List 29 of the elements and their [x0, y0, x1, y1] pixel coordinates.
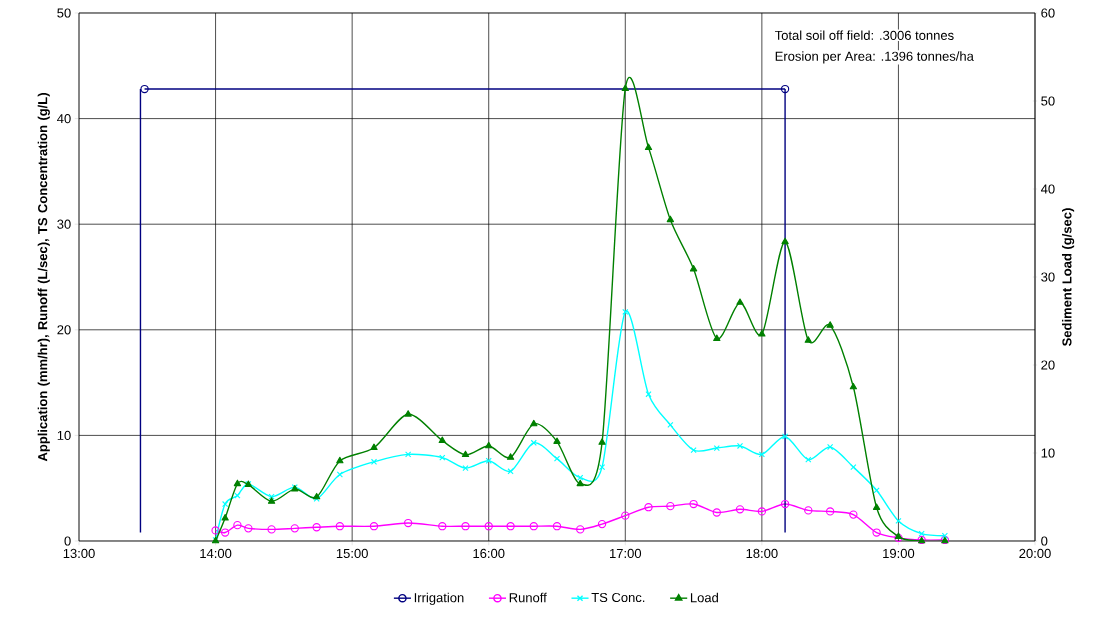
y2-tick-label: 0 — [1041, 536, 1048, 546]
x-tick-label: 15:00 — [336, 548, 368, 558]
y-tick-label: 10 — [57, 430, 71, 440]
legend-label: Runoff — [509, 592, 547, 603]
legend-label: Irrigation — [414, 592, 464, 605]
y-tick-label: 40 — [57, 113, 71, 124]
x-tick-label: 18:00 — [746, 548, 778, 558]
x-tick-label: 13:00 — [63, 548, 95, 558]
y-tick-label: 30 — [57, 219, 71, 229]
y2-tick-label: 60 — [1041, 8, 1055, 18]
y-tick-label: 0 — [64, 536, 71, 546]
x-tick-label: 17:00 — [610, 548, 642, 558]
y-axis-title: Application (mm/hr), Runoff (L/sec), TS Concentration (g/L) — [37, 93, 50, 462]
annotation: Erosion per Area: .1396 tonnes/ha — [775, 51, 974, 64]
legend-label: Load — [690, 592, 718, 603]
x-tick-label: 14:00 — [200, 548, 232, 558]
y2-tick-label: 10 — [1041, 448, 1055, 458]
y2-axis-title: Sediment Load (g/sec) — [1062, 208, 1075, 346]
x-tick-label: 20:00 — [1019, 548, 1051, 558]
legend-label: TS Conc. — [591, 592, 645, 603]
x-tick-label: 16:00 — [473, 548, 505, 558]
y2-tick-label: 20 — [1041, 360, 1055, 370]
x-tick-label: 19:00 — [883, 548, 915, 558]
y2-tick-label: 40 — [1040, 184, 1055, 194]
annotation: Total soil off field: .3006 tonnes — [774, 30, 954, 40]
y2-tick-label: 50 — [1041, 96, 1055, 106]
y-tick-label: 50 — [57, 8, 71, 18]
y2-tick-label: 30 — [1041, 272, 1055, 282]
y-tick-label: 20 — [57, 325, 71, 335]
